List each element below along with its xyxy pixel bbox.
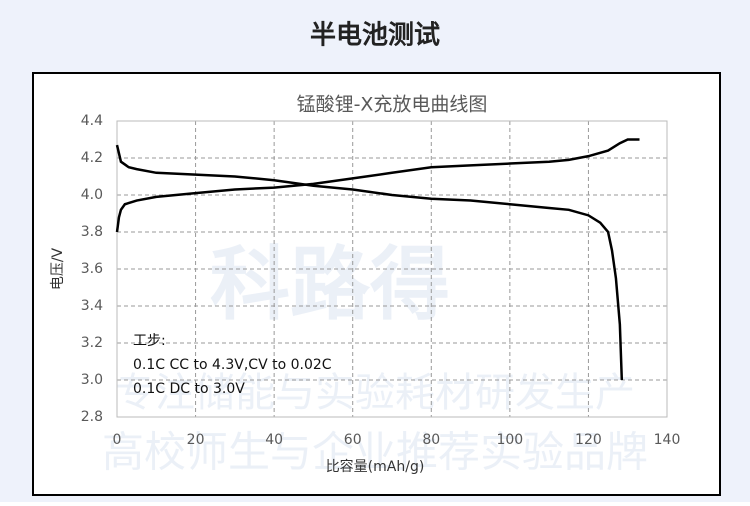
watermark: 专注储能与实验耗材研发生产: [115, 370, 635, 416]
x-tick-label: 120: [575, 432, 602, 448]
plot: 2.8 3.0 3.2 3.4 3.6 3.8 4.0 4.2 4.4 0 20 40 60 80 100 1…: [81, 113, 681, 448]
y-tick-label: 3.8: [81, 224, 103, 240]
y-tick-label: 2.8: [81, 409, 103, 425]
watermark: 高校师生与企业推荐实验品牌: [102, 428, 648, 477]
y-tick-label: 3.4: [81, 298, 103, 314]
y-tick-label: 4.4: [81, 113, 103, 129]
plot-border: [116, 120, 668, 418]
y-tick-label: 3.0: [81, 372, 103, 388]
x-tick-label: 0: [113, 432, 122, 448]
x-axis-label: 比容量(mAh/g): [326, 458, 425, 475]
x-tick-label: 140: [654, 432, 681, 448]
y-tick-label: 3.2: [81, 335, 103, 351]
chart-title: 锰酸锂-X充放电曲线图: [297, 94, 488, 116]
line: [115, 138, 640, 233]
y-tick-label: 3.6: [81, 261, 103, 277]
x-tick-label: 100: [496, 432, 523, 448]
watermark: 科路得: [210, 238, 450, 331]
line: [115, 144, 624, 381]
annotation: 0.1C DC to 3.0V: [133, 381, 245, 397]
x-tick-label: 40: [265, 432, 283, 448]
chart-frame: [32, 72, 721, 496]
page-title: 半电池测试: [310, 21, 440, 51]
y-tick-label: 4.0: [81, 187, 103, 203]
x-tick-label: 60: [344, 432, 362, 448]
y-tick-label: 4.2: [81, 150, 103, 166]
x-tick-label: 20: [187, 432, 205, 448]
y-axis-label: 电压/V: [50, 247, 66, 290]
x-tick-label: 80: [422, 432, 440, 448]
annotation: 工步:: [133, 333, 166, 349]
annotation: 0.1C CC to 4.3V,CV to 0.02C: [133, 357, 332, 373]
